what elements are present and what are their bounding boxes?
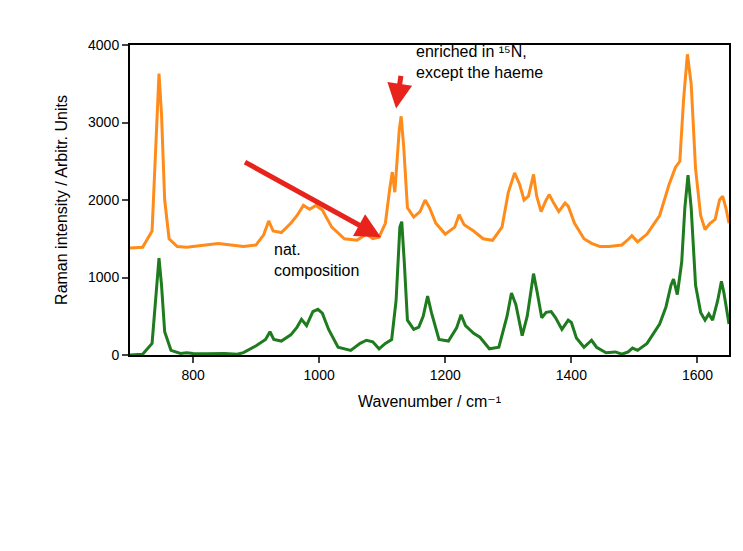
svg-text:800: 800: [181, 367, 205, 383]
svg-text:1200: 1200: [430, 367, 461, 383]
svg-text:1000: 1000: [304, 367, 335, 383]
svg-text:2000: 2000: [88, 192, 119, 208]
svg-text:1000: 1000: [88, 269, 119, 285]
svg-text:3000: 3000: [88, 114, 119, 130]
svg-text:nat.composition: nat.composition: [274, 241, 359, 279]
svg-text:Wavenumber / cm⁻¹: Wavenumber / cm⁻¹: [358, 393, 501, 410]
svg-text:enriched in ¹⁵N,except the hae: enriched in ¹⁵N,except the haeme: [416, 43, 543, 81]
svg-text:1400: 1400: [556, 367, 587, 383]
svg-text:0: 0: [111, 347, 119, 363]
svg-text:1600: 1600: [682, 367, 713, 383]
svg-text:Raman intensity / Arbitr. Unit: Raman intensity / Arbitr. Units: [53, 95, 70, 305]
svg-text:4000: 4000: [88, 37, 119, 53]
